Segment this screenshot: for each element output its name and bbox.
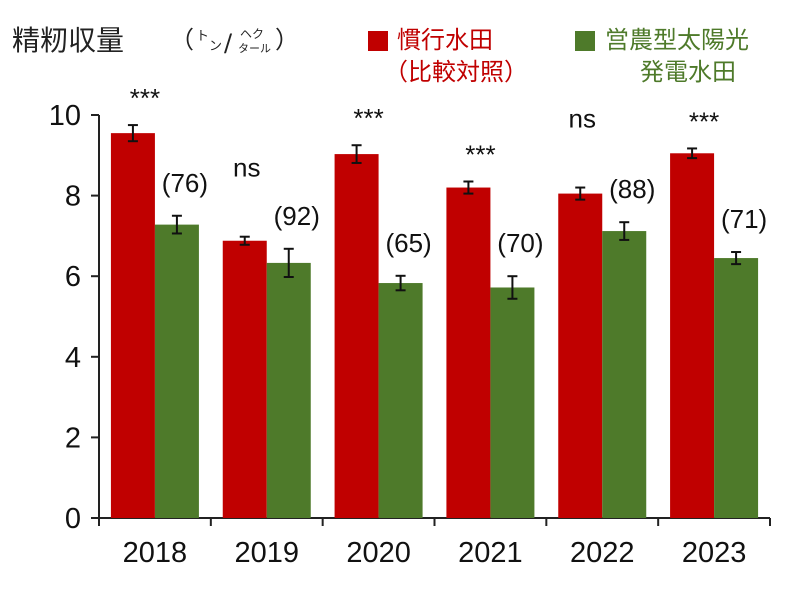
svg-text:ン: ン — [209, 39, 222, 54]
ratio-label: (71) — [721, 204, 767, 234]
legend-label-agrivoltaic-line2: 発電水田 — [640, 58, 736, 86]
bar-agrivoltaic — [714, 258, 759, 518]
bar-agrivoltaic — [602, 231, 647, 518]
y-axis-title: 精籾収量 — [12, 24, 124, 57]
bar-agrivoltaic — [154, 224, 199, 518]
ratio-label: (88) — [609, 174, 655, 204]
y-tick-label: 0 — [65, 503, 81, 535]
y-tick-label: 4 — [65, 342, 81, 374]
ratio-label: (65) — [385, 228, 431, 258]
significance-label: ns — [569, 104, 596, 134]
legend: 慣行水田 （比較対照） 営農型太陽光 発電水田 — [368, 26, 749, 86]
y-tick-label: 2 — [65, 422, 81, 454]
x-tick-label: 2019 — [234, 537, 299, 569]
svg-text:/: / — [224, 29, 233, 57]
legend-label-conventional-line2: （比較対照） — [384, 58, 528, 86]
plot-area: 0 2 4 6 8 10 2018 *** (76) 2019 ns (92) 2020 *** (65) 2… — [49, 83, 771, 569]
significance-label: ns — [233, 153, 260, 183]
legend-swatch-agrivoltaic — [575, 31, 595, 51]
legend-label-agrivoltaic-line1: 営農型太陽光 — [605, 26, 749, 54]
svg-text:タール: タール — [238, 42, 271, 55]
ratio-label: (70) — [497, 228, 543, 258]
ratio-label: (92) — [274, 201, 320, 231]
svg-text:ヘク: ヘク — [240, 27, 264, 41]
legend-item-agrivoltaic: 営農型太陽光 発電水田 — [575, 26, 749, 86]
x-tick-label: 2021 — [458, 537, 523, 569]
x-tick-label: 2022 — [570, 537, 635, 569]
bar-conventional — [558, 193, 603, 518]
ratio-label: (76) — [162, 168, 208, 198]
x-tick-label: 2018 — [123, 537, 188, 569]
svg-text:）: ） — [275, 26, 299, 54]
legend-label-conventional-line1: 慣行水田 — [397, 26, 493, 54]
y-tick-label: 8 — [65, 181, 81, 213]
bar-conventional — [670, 153, 715, 518]
significance-label: *** — [353, 103, 383, 133]
x-tick-label: 2023 — [682, 537, 747, 569]
significance-label: *** — [689, 106, 719, 136]
bar-conventional — [334, 154, 379, 518]
svg-text:ト: ト — [196, 29, 209, 44]
significance-label: *** — [130, 83, 160, 113]
bar-conventional — [222, 240, 267, 518]
y-tick-label: 6 — [65, 261, 81, 293]
bar-agrivoltaic — [378, 283, 423, 518]
bar-agrivoltaic — [490, 287, 535, 518]
y-tick-label: 10 — [49, 100, 81, 132]
legend-item-conventional: 慣行水田 （比較対照） — [368, 26, 528, 86]
bar-conventional — [110, 133, 155, 518]
bar-agrivoltaic — [266, 262, 311, 518]
x-tick-label: 2020 — [346, 537, 411, 569]
bar-conventional — [446, 187, 491, 519]
legend-swatch-conventional — [368, 31, 388, 51]
significance-label: *** — [465, 139, 495, 169]
y-axis-unit: （ ト ン / ヘク タール ） — [170, 26, 299, 57]
svg-text:（: （ — [170, 26, 194, 54]
